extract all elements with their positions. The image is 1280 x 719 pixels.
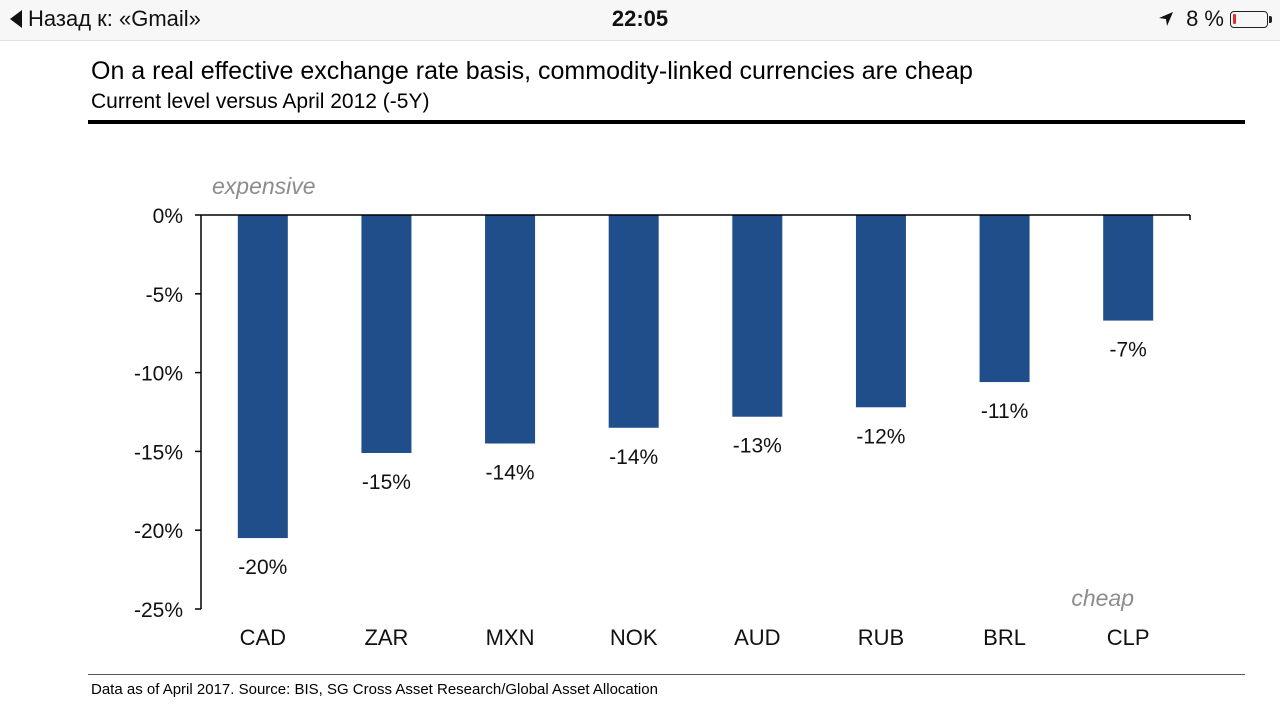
back-chevron-icon (10, 10, 22, 28)
battery-level (1233, 13, 1236, 24)
bar-zar (361, 215, 412, 453)
footnote: Data as of April 2017. Source: BIS, SG C… (91, 681, 658, 698)
data-label-aud: -13% (733, 435, 782, 458)
chart-title: On a real effective exchange rate basis,… (91, 57, 973, 85)
y-tick-label: -15% (134, 441, 183, 464)
back-label: Назад к: «Gmail» (28, 6, 201, 31)
bar-nok (608, 215, 659, 428)
status-bar: Назад к: «Gmail» 22:05 8 % (0, 0, 1280, 41)
y-tick-label: -20% (134, 520, 183, 543)
footer-divider (88, 674, 1245, 675)
data-label-cad: -20% (238, 556, 287, 579)
bar-mxn (485, 215, 536, 444)
y-tick-label: 0% (153, 205, 183, 228)
y-tick-label: -10% (134, 363, 183, 386)
x-tick-label-brl: BRL (983, 625, 1026, 650)
x-tick-label-aud: AUD (734, 625, 780, 650)
x-tick-label-cad: CAD (240, 625, 286, 650)
data-label-rub: -12% (856, 425, 905, 448)
bar-clp (1103, 215, 1154, 321)
bar-rub (855, 215, 906, 408)
data-label-mxn: -14% (486, 462, 535, 485)
location-arrow-icon (1159, 12, 1174, 26)
data-label-clp: -7% (1110, 339, 1147, 362)
battery-percent: 8 % (1186, 6, 1224, 31)
x-tick-label-mxn: MXN (486, 625, 535, 650)
title-divider (88, 120, 1245, 124)
y-tick-label: -5% (146, 284, 183, 307)
annotation-expensive: expensive (212, 173, 316, 199)
y-tick-label: -25% (134, 599, 183, 622)
battery-icon (1230, 10, 1272, 28)
chart-subtitle: Current level versus April 2012 (-5Y) (91, 90, 430, 113)
data-label-nok: -14% (609, 446, 658, 469)
x-tick-label-clp: CLP (1107, 625, 1150, 650)
data-label-zar: -15% (362, 471, 411, 494)
back-button[interactable]: Назад к: «Gmail» (10, 6, 201, 32)
x-tick-label-zar: ZAR (364, 625, 408, 650)
bar-cad (237, 215, 288, 539)
bar-aud (732, 215, 783, 417)
data-label-brl: -11% (981, 400, 1028, 423)
x-tick-label-nok: NOK (610, 625, 658, 650)
status-indicators: 8 % (1158, 6, 1272, 32)
bar-brl (979, 215, 1030, 383)
x-tick-label-rub: RUB (858, 625, 904, 650)
annotation-cheap: cheap (1071, 585, 1134, 611)
